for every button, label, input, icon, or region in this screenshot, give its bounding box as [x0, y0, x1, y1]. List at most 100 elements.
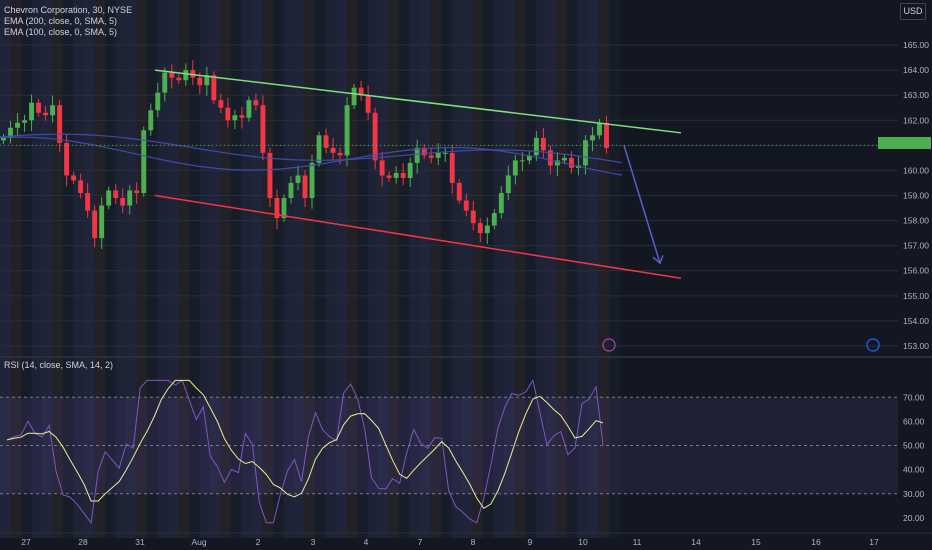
- session-band: [304, 0, 315, 538]
- candle-body: [365, 95, 371, 113]
- session-band: [189, 0, 200, 538]
- time-tick-label: 31: [135, 537, 145, 547]
- session-band: [252, 0, 263, 538]
- candle-body: [141, 130, 147, 193]
- session-band: [388, 0, 399, 538]
- price-tick-label: 160.00: [903, 165, 929, 175]
- dividend-marker-icon: [866, 338, 880, 352]
- candle-body: [197, 77, 203, 86]
- ema100-legend: EMA (100, close, 0, SMA, 5): [4, 27, 118, 37]
- candle-body: [442, 152, 448, 154]
- candle-body: [498, 193, 504, 214]
- time-tick-label: 2: [256, 537, 261, 547]
- candle-body: [71, 175, 77, 181]
- candle-body: [414, 147, 420, 163]
- candle-body: [407, 162, 413, 178]
- session-band: [493, 0, 504, 538]
- candle-body: [302, 175, 308, 199]
- candle-body: [547, 150, 553, 166]
- price-tick-label: 157.00: [903, 241, 929, 251]
- candle-body: [232, 115, 238, 121]
- session-band: [535, 0, 546, 538]
- price-tick-label: 164.00: [903, 65, 929, 75]
- session-band: [357, 0, 368, 538]
- candle-body: [484, 225, 490, 234]
- candle-body: [309, 162, 315, 199]
- rsi-band-fill: [0, 397, 898, 494]
- time-tick-label: 11: [633, 537, 642, 547]
- candle-body: [57, 105, 63, 143]
- candle-body: [590, 135, 595, 141]
- candle-body: [288, 182, 294, 199]
- session-band: [84, 0, 95, 538]
- session-band: [52, 0, 63, 538]
- session-band: [178, 0, 189, 538]
- candle-body: [246, 100, 252, 118]
- candle-body: [597, 122, 602, 136]
- time-tick-label: 17: [869, 537, 879, 547]
- session-band: [367, 0, 378, 538]
- time-tick-label: 9: [528, 537, 533, 547]
- candle-body: [519, 160, 525, 162]
- candle-body: [400, 172, 406, 178]
- candle-body: [113, 190, 119, 199]
- price-tick-label: 162.00: [903, 115, 929, 125]
- session-band: [63, 0, 74, 538]
- time-tick-label: Aug: [191, 537, 206, 547]
- candle-body: [358, 87, 364, 96]
- candle-body: [526, 155, 532, 161]
- rsi-line: [6, 379, 604, 525]
- session-band: [10, 0, 21, 538]
- session-band: [420, 0, 431, 538]
- candle-body: [120, 198, 126, 206]
- candle-body: [540, 137, 546, 151]
- currency-button[interactable]: USD: [900, 3, 926, 20]
- session-band: [136, 0, 147, 538]
- session-band: [462, 0, 473, 538]
- session-band: [514, 0, 525, 538]
- candle-body: [218, 100, 224, 108]
- candle-body: [428, 155, 434, 158]
- rsi-tick-label: 50.00: [903, 441, 925, 451]
- session-band: [273, 0, 284, 538]
- session-band: [210, 0, 221, 538]
- session-band: [42, 0, 53, 538]
- candle-body: [92, 210, 98, 239]
- time-tick-label: 3: [311, 537, 316, 547]
- price-tick-label: 163.00: [903, 90, 929, 100]
- candle-body: [155, 92, 161, 111]
- session-band: [409, 0, 420, 538]
- candle-body: [379, 160, 385, 176]
- candles: [1, 60, 609, 249]
- candle-body: [323, 135, 329, 148]
- time-tick-label: 27: [21, 537, 31, 547]
- candle-body: [8, 127, 13, 138]
- time-tick-label: 28: [78, 537, 88, 547]
- session-band: [105, 0, 116, 538]
- rsi-tick-label: 30.00: [903, 489, 925, 499]
- session-band: [378, 0, 389, 538]
- session-band: [504, 0, 515, 538]
- candle-body: [421, 147, 427, 156]
- candle-body: [106, 190, 112, 206]
- ema100-line: [0, 136, 623, 176]
- ema200-line: [0, 133, 623, 164]
- candle-body: [295, 175, 301, 183]
- session-band: [577, 0, 588, 538]
- upper-trendline: [154, 69, 682, 134]
- session-band: [157, 0, 168, 538]
- session-band: [556, 0, 567, 538]
- candle-body: [512, 160, 518, 176]
- time-tick-label: 16: [811, 537, 821, 547]
- candle-body: [386, 175, 392, 178]
- event-marker-icon: [602, 338, 616, 352]
- candle-body: [393, 172, 399, 178]
- candle-body: [491, 213, 497, 226]
- candle-body: [183, 70, 189, 81]
- candle-body: [43, 112, 49, 116]
- session-band: [294, 0, 305, 538]
- session-band: [115, 0, 126, 538]
- session-band: [525, 0, 536, 538]
